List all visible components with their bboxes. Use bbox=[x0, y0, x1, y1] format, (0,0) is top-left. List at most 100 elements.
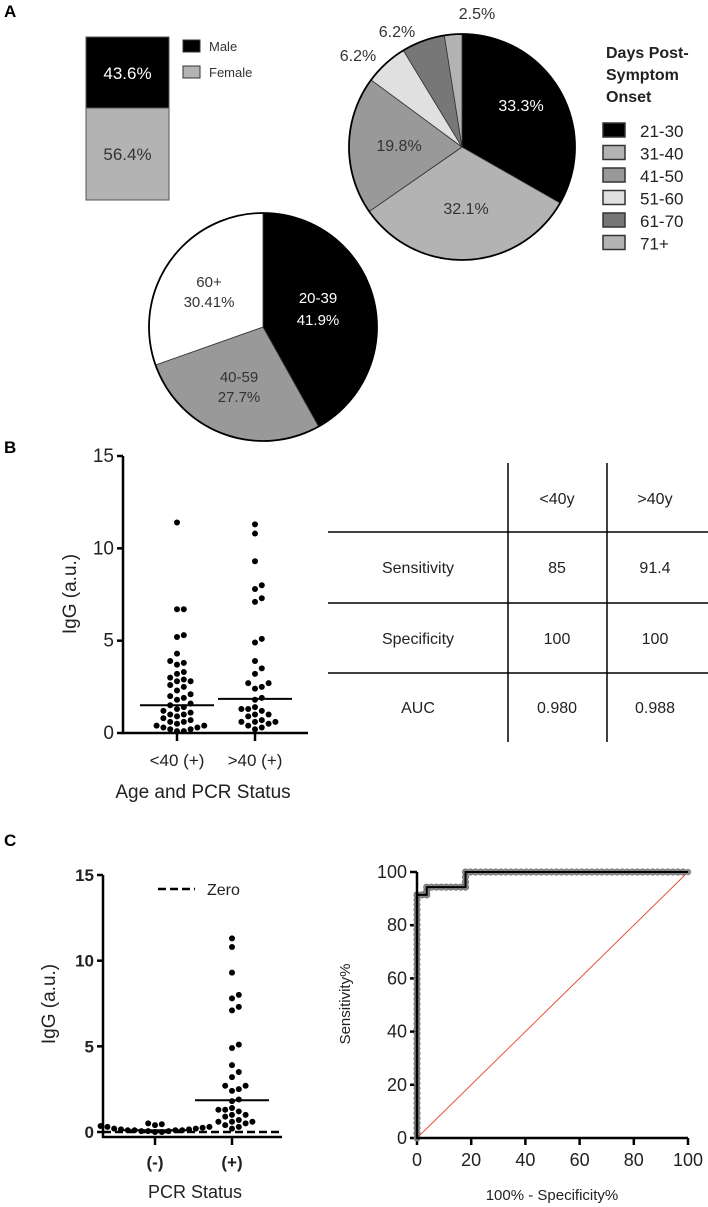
data-point bbox=[235, 1123, 242, 1130]
panel-label-a: A bbox=[4, 2, 16, 21]
data-point bbox=[97, 1123, 104, 1130]
data-point bbox=[180, 718, 187, 725]
pie-outline bbox=[148, 212, 378, 442]
table-header: >40y bbox=[637, 491, 672, 508]
data-point bbox=[174, 713, 180, 720]
data-point bbox=[252, 718, 258, 725]
legend-label: 31-40 bbox=[640, 145, 683, 164]
data-point bbox=[160, 715, 167, 722]
panel-label-c: C bbox=[4, 831, 16, 850]
table-row-label: Sensitivity bbox=[382, 560, 454, 577]
data-point bbox=[265, 720, 272, 727]
table-cell: 91.4 bbox=[639, 560, 670, 577]
data-point bbox=[245, 705, 252, 712]
data-point bbox=[252, 521, 258, 528]
data-point bbox=[180, 694, 187, 701]
y-tick-label: 20 bbox=[387, 1075, 407, 1095]
legend-swatch-female bbox=[182, 65, 201, 79]
data-point bbox=[238, 718, 245, 725]
legend-swatch-31-40 bbox=[602, 144, 626, 161]
slice-label: 30.41% bbox=[184, 294, 235, 311]
y-tick-label: 15 bbox=[93, 446, 114, 467]
data-point bbox=[206, 1123, 213, 1130]
data-point bbox=[235, 1117, 242, 1124]
data-point bbox=[199, 1124, 206, 1131]
data-point bbox=[222, 1082, 229, 1089]
pie-age-labels: 20-39 41.9% 40-59 27.7% 60+ 30.41% bbox=[184, 274, 340, 406]
data-point bbox=[229, 1105, 235, 1112]
dot-plot-igg-by-pcr: IgG (a.u.) PCR Status (-) (+) Zero 0 5 10 1… bbox=[39, 866, 282, 1202]
panel-label-b: B bbox=[4, 438, 16, 457]
legend-label: 21-30 bbox=[640, 122, 683, 141]
slice-label: 32.1% bbox=[443, 201, 488, 218]
table-header: <40y bbox=[539, 491, 574, 508]
data-point bbox=[158, 1121, 165, 1128]
data-point bbox=[215, 1118, 222, 1125]
data-point bbox=[152, 1122, 158, 1129]
y-axis-title: Sensitivity% bbox=[337, 964, 354, 1045]
data-point bbox=[258, 717, 265, 724]
data-point bbox=[167, 711, 174, 718]
data-point bbox=[252, 598, 258, 605]
legend-swatch-61-70 bbox=[602, 212, 626, 228]
table-row-label: Specificity bbox=[382, 631, 454, 648]
data-point bbox=[180, 711, 187, 718]
roc-chart: Sensitivity% 100% - Specificity% 0 20 40 60… bbox=[337, 862, 703, 1204]
data-point bbox=[249, 1118, 256, 1125]
data-point bbox=[258, 582, 265, 589]
data-point bbox=[229, 1045, 235, 1052]
data-point bbox=[229, 1125, 235, 1132]
data-point bbox=[258, 683, 265, 690]
x-tick-label: 20 bbox=[461, 1150, 481, 1170]
data-point bbox=[174, 728, 180, 735]
y-tick-label: 0 bbox=[397, 1128, 407, 1148]
data-point bbox=[174, 519, 180, 526]
y-axis-title: IgG (a.u.) bbox=[60, 554, 81, 634]
data-point bbox=[160, 724, 167, 731]
x-axis-title: Age and PCR Status bbox=[115, 782, 290, 803]
data-point bbox=[180, 728, 187, 735]
x-tick-label: (-) bbox=[147, 1153, 164, 1172]
dot-plot-igg-by-age: IgG (a.u.) Age and PCR Status <40 (+) >4… bbox=[60, 446, 308, 803]
y-tick-label: 10 bbox=[75, 952, 94, 971]
data-point bbox=[167, 693, 174, 700]
data-point bbox=[187, 678, 194, 685]
data-point bbox=[229, 995, 235, 1002]
data-point bbox=[180, 606, 187, 613]
y-tick-label: 15 bbox=[75, 866, 94, 885]
data-point bbox=[242, 1111, 249, 1118]
data-point bbox=[235, 1003, 242, 1010]
data-point bbox=[235, 1108, 242, 1115]
data-point bbox=[167, 726, 174, 733]
data-point bbox=[252, 685, 258, 692]
data-point bbox=[245, 713, 252, 720]
data-point bbox=[272, 718, 279, 725]
data-point bbox=[174, 650, 180, 657]
data-point bbox=[180, 659, 187, 666]
slice-label: 19.8% bbox=[376, 138, 421, 155]
bar-label-female: 56.4% bbox=[103, 145, 151, 164]
data-point bbox=[258, 595, 265, 602]
legend-label-female: Female bbox=[209, 65, 252, 80]
data-point bbox=[201, 722, 208, 729]
reference-diagonal bbox=[416, 871, 689, 1139]
x-tick-label: 80 bbox=[624, 1150, 644, 1170]
data-point bbox=[192, 1125, 199, 1132]
data-point bbox=[265, 711, 272, 718]
bar-label-male: 43.6% bbox=[103, 64, 151, 83]
table-row-label: AUC bbox=[401, 700, 435, 717]
data-point bbox=[187, 709, 194, 716]
pie-outline bbox=[348, 33, 576, 261]
y-tick-label: 10 bbox=[93, 538, 114, 559]
data-point bbox=[229, 943, 235, 950]
y-axis-title: IgG (a.u.) bbox=[39, 964, 60, 1044]
data-point bbox=[174, 633, 180, 640]
y-tick-label: 5 bbox=[85, 1037, 94, 1056]
table-cell: 85 bbox=[548, 560, 566, 577]
legend-swatch-51-60 bbox=[602, 189, 626, 206]
y-tick-label: 0 bbox=[103, 723, 114, 744]
legend-label: 41-50 bbox=[640, 167, 683, 186]
sex-stacked-bar: 43.6% 56.4% Male Female bbox=[85, 36, 252, 201]
bar-segment-female bbox=[85, 107, 170, 201]
slice-label: 6.2% bbox=[379, 24, 415, 41]
